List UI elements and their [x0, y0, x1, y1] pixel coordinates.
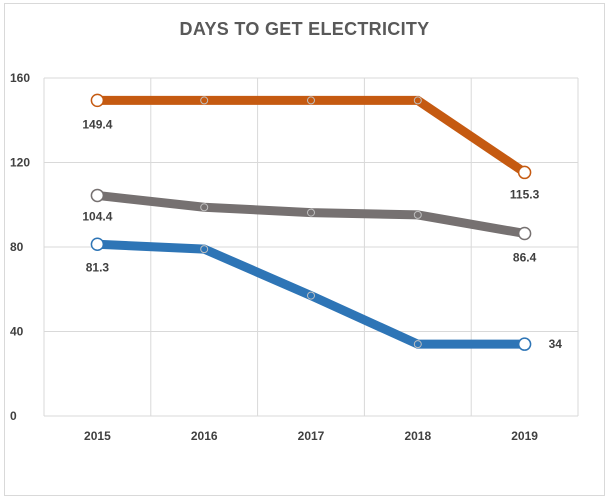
y-tick-label: 0 — [10, 409, 17, 423]
marker-layer — [90, 93, 532, 351]
y-axis-ticks: 0 40 80 120 160 — [10, 71, 30, 423]
series-layer — [96, 95, 528, 349]
data-point-marker — [413, 96, 422, 105]
data-label-layer: 149.4 115.3 104.4 86.4 81.3 34 — [82, 117, 562, 351]
data-label: 81.3 — [86, 260, 110, 274]
data-point-marker — [200, 203, 209, 212]
chart-title: DAYS TO GET ELECTRICITY — [179, 19, 430, 39]
data-point-marker — [90, 237, 105, 252]
data-point-marker — [90, 188, 105, 203]
data-point-marker — [307, 96, 315, 105]
x-tick-label: 2017 — [298, 429, 325, 443]
x-axis-ticks: 2015 2016 2017 2018 2019 — [84, 429, 538, 443]
chart-frame — [4, 3, 605, 496]
series-line-2 — [96, 190, 526, 238]
x-tick-label: 2016 — [191, 429, 218, 443]
data-point-marker — [517, 226, 532, 241]
series-line-3 — [97, 239, 525, 349]
data-point-marker — [413, 340, 422, 349]
series-line-1 — [97, 95, 528, 177]
data-point-marker — [517, 337, 532, 351]
data-label: 34 — [549, 337, 563, 351]
data-label: 86.4 — [513, 250, 537, 264]
data-point-marker — [200, 245, 209, 254]
x-tick-label: 2015 — [84, 429, 111, 443]
data-point-marker — [307, 208, 315, 217]
data-label: 115.3 — [510, 187, 540, 201]
data-point-marker — [200, 96, 209, 105]
data-point-marker — [517, 165, 532, 180]
x-tick-label: 2018 — [404, 429, 431, 443]
data-point-marker — [90, 93, 105, 108]
y-tick-label: 40 — [10, 325, 24, 339]
data-point-marker — [413, 210, 422, 219]
y-tick-label: 120 — [10, 156, 30, 170]
data-label: 149.4 — [82, 117, 112, 131]
x-tick-label: 2019 — [511, 429, 538, 443]
y-tick-label: 160 — [10, 71, 30, 85]
y-tick-label: 80 — [10, 240, 24, 254]
data-point-marker — [307, 291, 315, 300]
data-label: 104.4 — [82, 209, 112, 223]
